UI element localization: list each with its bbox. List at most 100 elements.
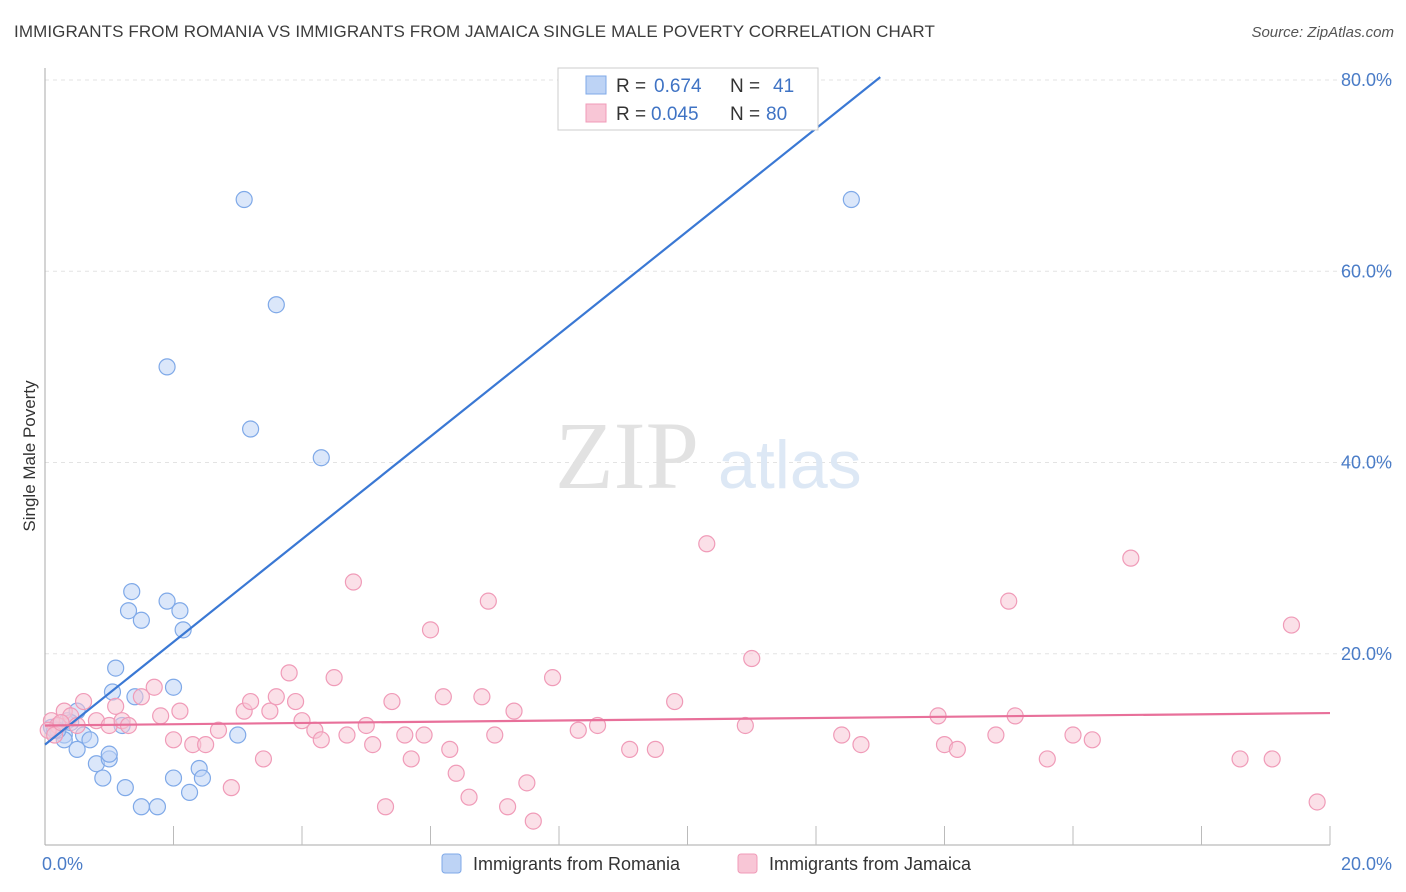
jamaica-trend-line bbox=[44, 711, 1331, 727]
romania-point bbox=[164, 678, 183, 696]
series-legend: Immigrants from Romania Immigrants from … bbox=[441, 853, 972, 874]
jamaica-point bbox=[383, 692, 401, 711]
watermark-zip: ZIP bbox=[555, 402, 699, 509]
romania-point bbox=[116, 779, 134, 797]
legend-romania-swatch bbox=[441, 853, 462, 874]
jamaica-point bbox=[646, 740, 664, 758]
jamaica-point bbox=[338, 726, 356, 744]
jamaica-point bbox=[415, 726, 433, 744]
romania-point bbox=[94, 769, 112, 787]
jamaica-point bbox=[357, 716, 375, 735]
jamaica-point bbox=[1231, 750, 1249, 768]
jamaica-point bbox=[1308, 793, 1326, 811]
romania-point bbox=[193, 769, 212, 787]
jamaica-point bbox=[518, 774, 536, 792]
jamaica-point bbox=[209, 721, 228, 739]
x-tick-labels: 0.0% 20.0% bbox=[42, 854, 1392, 874]
jamaica-point bbox=[267, 688, 285, 706]
romania-point bbox=[171, 602, 189, 620]
jamaica-point bbox=[402, 750, 420, 768]
jamaica-point bbox=[987, 726, 1005, 744]
jamaica-point bbox=[325, 669, 343, 687]
jamaica-point bbox=[1064, 726, 1082, 744]
romania-trend-line bbox=[44, 76, 881, 746]
jamaica-point bbox=[447, 764, 465, 782]
jamaica-point bbox=[666, 692, 684, 711]
jamaica-point bbox=[164, 731, 183, 749]
jamaica-point bbox=[1122, 549, 1140, 567]
jamaica-point bbox=[1000, 592, 1018, 610]
jamaica-point bbox=[286, 692, 305, 711]
x-ticks bbox=[173, 826, 1331, 845]
romania-point bbox=[107, 659, 125, 677]
jamaica-point bbox=[698, 535, 716, 553]
jamaica-point bbox=[280, 664, 298, 682]
romania-point bbox=[119, 602, 138, 620]
y-tick-labels: 20.0% 40.0% 60.0% 80.0% bbox=[1341, 70, 1392, 664]
jamaica-point bbox=[107, 697, 125, 715]
y-tick-label: 60.0% bbox=[1341, 261, 1392, 281]
jamaica-n-label: N = bbox=[730, 104, 760, 125]
jamaica-point bbox=[473, 688, 491, 706]
romania-r-value: 0.674 bbox=[654, 76, 702, 97]
x-tick-label-min: 0.0% bbox=[42, 854, 83, 874]
jamaica-point bbox=[293, 712, 311, 730]
jamaica-point bbox=[499, 798, 517, 816]
jamaica-point bbox=[222, 779, 240, 797]
romania-point bbox=[81, 731, 99, 749]
jamaica-point bbox=[344, 573, 362, 591]
romania-point bbox=[267, 296, 285, 314]
jamaica-r-value: 0.045 bbox=[651, 104, 699, 125]
jamaica-point bbox=[486, 726, 504, 744]
romania-n-label: N = bbox=[730, 76, 760, 97]
romania-point bbox=[132, 798, 150, 816]
jamaica-point bbox=[479, 592, 497, 610]
jamaica-point bbox=[132, 688, 150, 706]
romania-point bbox=[68, 740, 86, 758]
y-tick-label: 40.0% bbox=[1341, 453, 1392, 473]
romania-swatch bbox=[585, 75, 607, 95]
watermark-atlas: atlas bbox=[718, 427, 862, 503]
y-axis-label: Single Male Poverty bbox=[20, 380, 39, 532]
jamaica-point bbox=[364, 735, 382, 754]
romania-point bbox=[174, 621, 192, 639]
romania-point bbox=[100, 745, 118, 763]
jamaica-point bbox=[505, 702, 523, 720]
jamaica-point bbox=[152, 707, 170, 725]
source-label: Source: ZipAtlas.com bbox=[1251, 24, 1394, 41]
jamaica-point bbox=[421, 621, 440, 639]
jamaica-point bbox=[833, 726, 851, 744]
jamaica-r-label: R = bbox=[616, 104, 646, 125]
jamaica-point bbox=[569, 721, 587, 739]
chart-title: IMMIGRANTS FROM ROMANIA VS IMMIGRANTS FR… bbox=[14, 22, 935, 41]
jamaica-point bbox=[1282, 616, 1301, 634]
legend-romania-label: Immigrants from Romania bbox=[473, 854, 681, 874]
jamaica-point bbox=[524, 812, 542, 830]
watermark: ZIP atlas bbox=[555, 402, 862, 509]
stats-legend: R = 0.674 N = 41 R = 0.045 N = 80 bbox=[557, 67, 819, 131]
romania-point bbox=[123, 582, 141, 601]
y-tick-label: 20.0% bbox=[1341, 644, 1392, 664]
romania-point bbox=[164, 769, 183, 787]
jamaica-point bbox=[434, 688, 452, 706]
romania-r-label: R = bbox=[616, 76, 646, 97]
jamaica-point bbox=[376, 798, 395, 816]
romania-point bbox=[132, 611, 150, 629]
jamaica-point bbox=[254, 750, 273, 768]
x-tick-label-max: 20.0% bbox=[1341, 854, 1392, 874]
jamaica-point bbox=[460, 788, 478, 806]
romania-point bbox=[158, 592, 176, 610]
jamaica-point bbox=[1263, 750, 1281, 768]
romania-point bbox=[180, 783, 199, 802]
jamaica-point bbox=[621, 740, 639, 758]
y-tick-label: 80.0% bbox=[1341, 70, 1392, 90]
romania-point bbox=[235, 190, 253, 209]
jamaica-point bbox=[588, 716, 607, 735]
jamaica-point bbox=[948, 740, 966, 758]
romania-point bbox=[242, 420, 260, 438]
jamaica-point bbox=[312, 731, 330, 749]
legend-jamaica-label: Immigrants from Jamaica bbox=[769, 854, 972, 874]
jamaica-point bbox=[171, 702, 189, 720]
jamaica-point bbox=[441, 740, 459, 758]
